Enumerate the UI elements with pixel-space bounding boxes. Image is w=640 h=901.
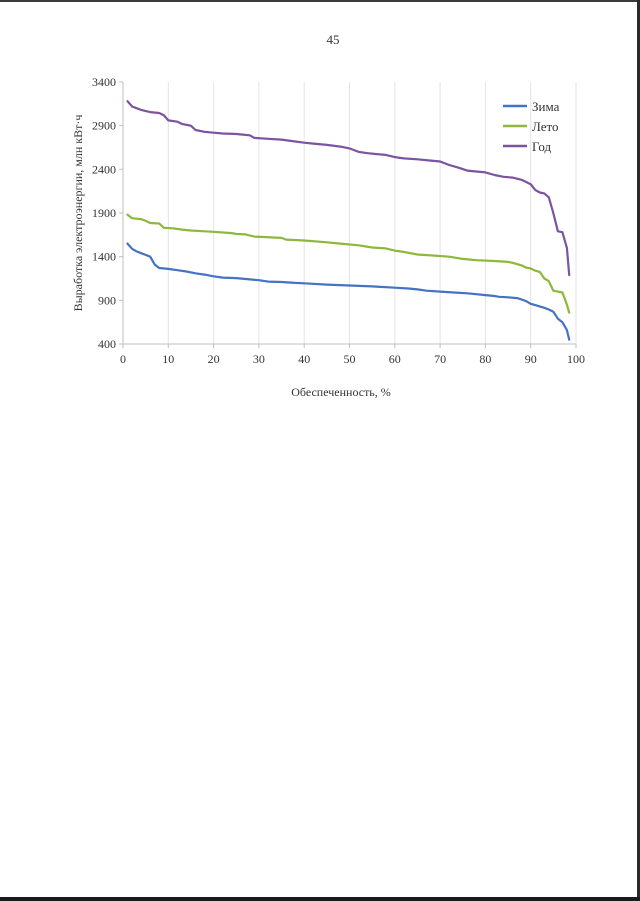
y-tick-label-900: 900 xyxy=(98,293,116,307)
y-tick-label-2400: 2400 xyxy=(92,162,116,176)
series-line-1 xyxy=(126,242,571,341)
series-line-2 xyxy=(126,213,571,314)
legend-label-2: Лето xyxy=(532,119,559,134)
x-tick-label-80: 80 xyxy=(479,352,491,366)
legend-label-1: Зима xyxy=(532,99,560,114)
x-tick-label-30: 30 xyxy=(253,352,265,366)
x-tick-label-0: 0 xyxy=(120,352,126,366)
x-tick-label-60: 60 xyxy=(389,352,401,366)
y-tick-label-400: 400 xyxy=(98,337,116,351)
legend: Зима Лето Год xyxy=(503,99,560,154)
x-tick-label-50: 50 xyxy=(344,352,356,366)
line-chart: 400 900 1400 1900 2400 2900 3400 0 10 20 30 40 50 60 7… xyxy=(71,75,585,399)
x-tick-label-20: 20 xyxy=(208,352,220,366)
y-axis-label: Выработка электроэнергии, млн кВт·ч xyxy=(71,115,85,312)
y-tick-label-1900: 1900 xyxy=(92,206,116,220)
series-line-3 xyxy=(126,100,571,277)
axes-layer: 400 900 1400 1900 2400 2900 3400 0 10 20 30 40 50 60 7… xyxy=(92,75,585,366)
x-axis-label: Обеспеченность, % xyxy=(291,385,391,399)
x-tick-label-70: 70 xyxy=(434,352,446,366)
scan-edge-top xyxy=(0,0,640,2)
x-tick-label-90: 90 xyxy=(525,352,537,366)
x-tick-label-40: 40 xyxy=(298,352,310,366)
grid-layer xyxy=(167,82,577,344)
legend-label-3: Год xyxy=(532,139,551,154)
y-tick-label-1400: 1400 xyxy=(92,250,116,264)
series-layer xyxy=(126,100,571,341)
x-tick-label-10: 10 xyxy=(162,352,174,366)
y-tick-label-3400: 3400 xyxy=(92,75,116,89)
scan-edge-bottom xyxy=(0,897,640,901)
y-tick-label-2900: 2900 xyxy=(92,119,116,133)
page-number: 45 xyxy=(326,32,340,47)
scan-edge-right xyxy=(637,0,640,901)
x-tick-label-100: 100 xyxy=(567,352,585,366)
